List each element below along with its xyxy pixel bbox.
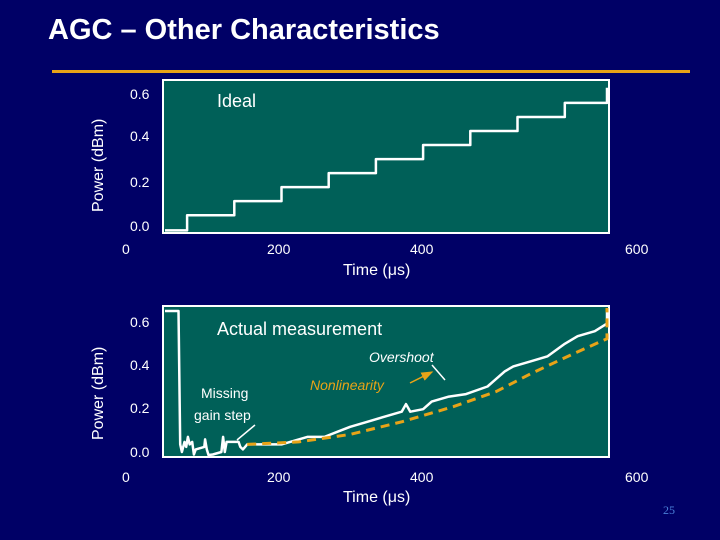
plot-area-actual	[162, 305, 610, 458]
title-divider	[52, 70, 690, 73]
series-line-1-trend	[247, 308, 609, 446]
slide-number: 25	[663, 503, 675, 517]
xtick-400: 400	[410, 469, 434, 485]
series-group-ideal	[165, 87, 609, 232]
xtick-600: 600	[625, 469, 649, 485]
ytick-0.0: 0.0	[130, 444, 150, 460]
plot-area-ideal	[162, 79, 610, 234]
chart-title-ideal: Ideal	[217, 91, 256, 111]
annotation-gain-step: gain step	[194, 407, 251, 423]
chart-ideal: Ideal 0.6 0.4 0.2 0.0 0 200 400 600 Time…	[90, 79, 649, 279]
ylabel-ideal: Power (dBm)	[90, 119, 107, 212]
series-group-actual	[165, 308, 609, 457]
annotation-missing: Missing	[201, 385, 248, 401]
arrow-overshoot	[431, 364, 446, 381]
arrow-missing-gain-step	[236, 424, 256, 441]
ytick-0.6: 0.6	[130, 314, 150, 330]
annotation-overshoot: Overshoot	[369, 349, 435, 365]
slide-title: AGC – Other Characteristics	[48, 14, 440, 46]
ytick-0.6: 0.6	[130, 86, 150, 102]
arrow-nonlinearity	[409, 371, 434, 384]
ytick-0.0: 0.0	[130, 218, 150, 234]
series-line-1-measured	[165, 308, 609, 457]
chart-actual: Actual measurement 0.6 0.4 0.2 0.0 0 200…	[90, 305, 649, 506]
xtick-0: 0	[122, 241, 130, 257]
ytick-0.4: 0.4	[130, 128, 150, 144]
ylabel-actual: Power (dBm)	[90, 347, 107, 440]
xtick-400: 400	[410, 241, 434, 257]
annotation-nonlinearity: Nonlinearity	[310, 377, 385, 393]
xtick-200: 200	[267, 469, 291, 485]
ytick-0.4: 0.4	[130, 357, 150, 373]
xlabel-ideal: Time (μs)	[343, 262, 410, 279]
chart-title-actual: Actual measurement	[217, 319, 382, 339]
xtick-200: 200	[267, 241, 291, 257]
xtick-600: 600	[625, 241, 649, 257]
xtick-0: 0	[122, 469, 130, 485]
xlabel-actual: Time (μs)	[343, 489, 410, 506]
ytick-0.2: 0.2	[130, 174, 150, 190]
series-line-0-0	[165, 87, 609, 232]
ytick-0.2: 0.2	[130, 400, 150, 416]
